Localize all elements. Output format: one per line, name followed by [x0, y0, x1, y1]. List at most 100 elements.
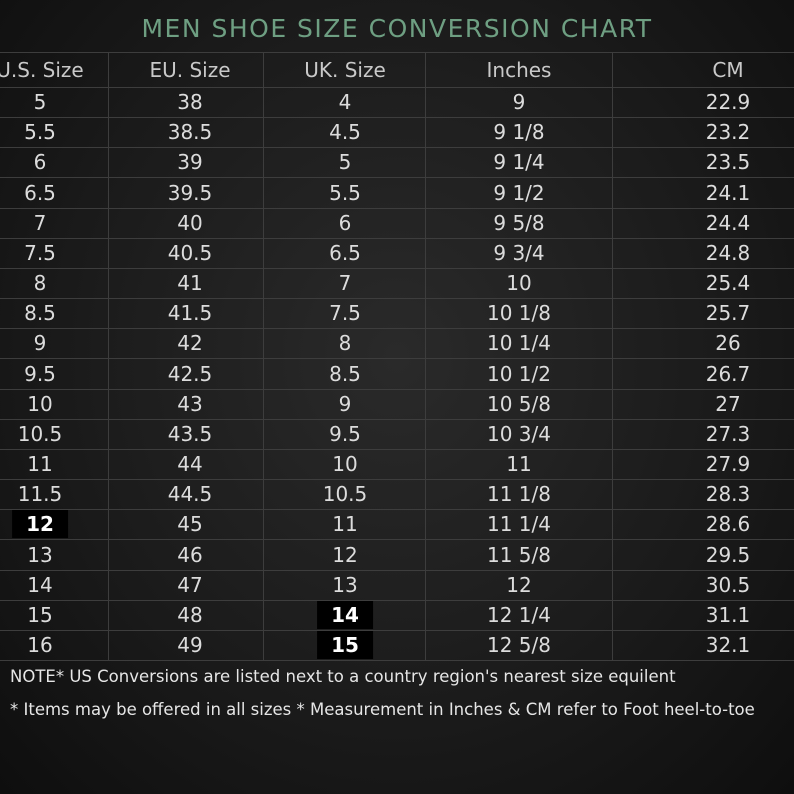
- table-cell: 7.5: [329, 301, 361, 326]
- table-cell: 25.7: [705, 301, 751, 326]
- row-divider: [0, 52, 794, 53]
- table-cell: 8.5: [24, 301, 56, 326]
- table-cell: 4: [338, 90, 352, 114]
- table-cell: 10.5: [17, 421, 63, 446]
- table-cell: 11 1/4: [487, 512, 551, 537]
- table-cell: 45: [177, 512, 203, 537]
- table-cell: 27: [715, 391, 741, 416]
- row-divider: [0, 448, 794, 450]
- table-cell: 8: [33, 271, 47, 296]
- row-divider: [0, 509, 794, 511]
- row-divider: [0, 479, 794, 481]
- row-divider: [0, 267, 794, 269]
- table-cell: 4.5: [329, 120, 361, 145]
- table-cell: 14: [27, 572, 53, 597]
- table-cell: 39.5: [167, 180, 213, 205]
- table-cell: 15: [317, 631, 373, 660]
- table-cell: 24.8: [705, 240, 751, 265]
- table-cell: 7: [338, 271, 352, 296]
- table-cell: 29.5: [705, 542, 751, 567]
- table-cell: 11.5: [17, 482, 63, 507]
- table-cell: 23.5: [705, 150, 751, 175]
- column-divider: [263, 52, 264, 660]
- table-cell: 12 5/8: [487, 633, 551, 658]
- table-cell: 47: [177, 572, 203, 597]
- note: * Items may be offered in all sizes * Me…: [10, 700, 755, 719]
- table-cell: 10 1/8: [487, 301, 551, 326]
- table-cell: 12 1/4: [487, 602, 551, 627]
- table-cell: 46: [177, 542, 203, 567]
- table-cell: 10 1/2: [487, 361, 551, 386]
- table-cell: 5.5: [24, 120, 56, 145]
- table-cell: 6.5: [329, 240, 361, 265]
- table-cell: 11 5/8: [487, 542, 551, 567]
- row-divider: [0, 147, 794, 149]
- table-cell: 7: [33, 210, 47, 235]
- header-cell: CM: [712, 58, 744, 82]
- table-cell: 44.5: [167, 482, 213, 507]
- table-cell: 5: [338, 150, 352, 175]
- table-cell: 10 1/4: [487, 331, 551, 356]
- table-cell: 15: [27, 602, 53, 627]
- table-cell: 23.2: [705, 120, 751, 145]
- table-cell: 11: [332, 512, 358, 537]
- table-cell: 12: [12, 510, 68, 539]
- table-cell: 28.3: [705, 482, 751, 507]
- table-cell: 9 1/8: [493, 120, 545, 145]
- table-cell: 8.5: [329, 361, 361, 386]
- row-divider: [0, 298, 794, 300]
- table-cell: 43.5: [167, 421, 213, 446]
- table-cell: 22.9: [705, 90, 751, 114]
- row-divider: [0, 328, 794, 330]
- table-cell: 11: [506, 452, 532, 477]
- table-cell: 31.1: [705, 602, 751, 627]
- table-cell: 9 5/8: [493, 210, 545, 235]
- table-cell: 24.4: [705, 210, 751, 235]
- table-cell: 42.5: [167, 361, 213, 386]
- table-cell: 26: [715, 331, 741, 356]
- table-cell: 14: [317, 600, 373, 629]
- table-cell: 6: [33, 150, 47, 175]
- table-cell: 12: [332, 542, 358, 567]
- table-cell: 38: [177, 90, 203, 114]
- table-cell: 40.5: [167, 240, 213, 265]
- table-cell: 38.5: [167, 120, 213, 145]
- row-divider: [0, 358, 794, 360]
- table-cell: 10.5: [322, 482, 368, 507]
- column-divider: [425, 52, 426, 660]
- row-divider: [0, 86, 794, 88]
- table-cell: 41.5: [167, 301, 213, 326]
- table-cell: 49: [177, 633, 203, 658]
- table-cell: 11 1/8: [487, 482, 551, 507]
- title: MEN SHOE SIZE CONVERSION CHART: [141, 14, 653, 43]
- table-cell: 12: [506, 572, 532, 597]
- header-cell: Inches: [486, 58, 552, 82]
- table-cell: 7.5: [24, 240, 56, 265]
- table-cell: 26.7: [705, 361, 751, 386]
- table-cell: 41: [177, 271, 203, 296]
- row-divider: [0, 660, 794, 662]
- table-cell: 27.3: [705, 421, 751, 446]
- table-cell: 9 1/2: [493, 180, 545, 205]
- table-cell: 44: [177, 452, 203, 477]
- table-cell: 25.4: [705, 271, 751, 296]
- table-cell: 9 3/4: [493, 240, 545, 265]
- table-cell: 10 3/4: [487, 421, 551, 446]
- table-cell: 13: [27, 542, 53, 567]
- table-cell: 48: [177, 602, 203, 627]
- table-cell: 16: [27, 633, 53, 658]
- table-cell: 5: [33, 90, 47, 114]
- header-cell: U.S. Size: [0, 58, 84, 82]
- note: NOTE* US Conversions are listed next to …: [10, 667, 676, 686]
- table-cell: 6: [338, 210, 352, 235]
- table-cell: 6.5: [24, 180, 56, 205]
- header-cell: EU. Size: [149, 58, 231, 82]
- row-divider: [0, 117, 794, 119]
- table-cell: 13: [332, 572, 358, 597]
- table-cell: 9 1/4: [493, 150, 545, 175]
- table-cell: 10: [506, 271, 532, 296]
- column-divider: [108, 52, 109, 660]
- table-cell: 27.9: [705, 452, 751, 477]
- row-divider: [0, 569, 794, 571]
